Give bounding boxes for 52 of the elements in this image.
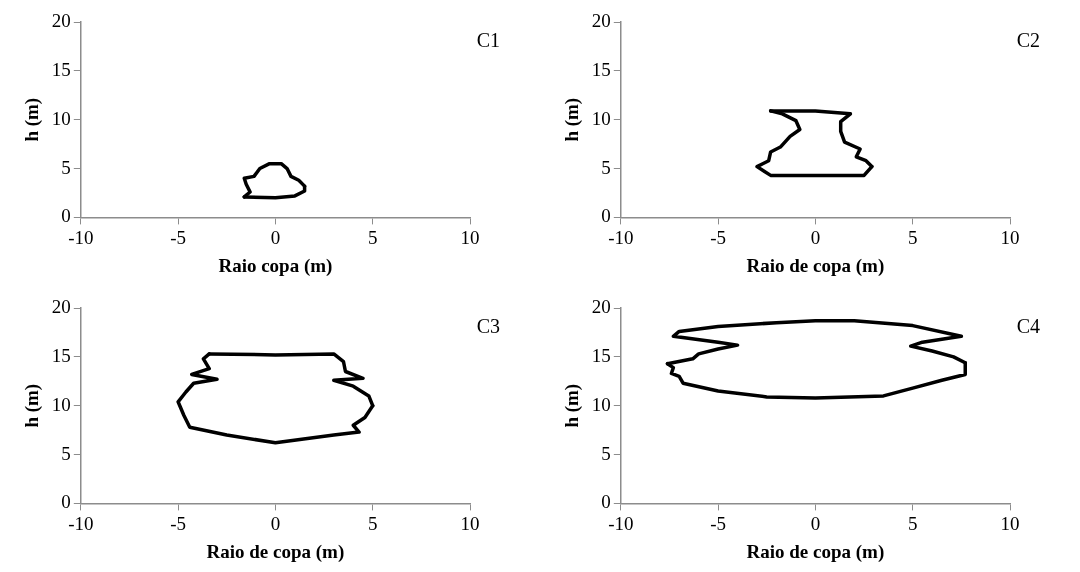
x-tick-label: -5 <box>170 226 187 248</box>
y-tick-label: 15 <box>591 58 611 80</box>
x-tick-label: 0 <box>270 226 281 248</box>
x-tick-label: 10 <box>460 226 480 248</box>
x-tick-label: 10 <box>1000 226 1020 248</box>
x-tick-label: -5 <box>710 226 727 248</box>
x-tick-label: 5 <box>907 226 918 248</box>
y-axis-title: h (m) <box>21 383 44 428</box>
y-tick-label: 5 <box>601 156 611 178</box>
x-axis-title: Raio copa (m) <box>218 254 333 277</box>
y-tick-label: 10 <box>591 107 611 129</box>
y-tick-label: 15 <box>51 58 71 80</box>
y-tick-label: 20 <box>51 295 71 317</box>
x-tick-label: 5 <box>907 512 918 534</box>
y-tick-label: 15 <box>591 344 611 366</box>
x-tick-label: 10 <box>1000 512 1020 534</box>
y-tick-label: 0 <box>601 205 611 227</box>
text: C4 <box>1016 315 1040 338</box>
x-tick-label: -10 <box>68 512 94 534</box>
y-tick-label: 0 <box>61 491 71 513</box>
x-tick-label: -5 <box>710 512 727 534</box>
y-tick-label: 10 <box>51 107 71 129</box>
x-axis-title: Raio de copa (m) <box>746 254 885 277</box>
x-tick-label: -10 <box>608 512 634 534</box>
x-tick-label: 5 <box>367 512 378 534</box>
text: C2 <box>1016 29 1040 52</box>
x-tick-label: 0 <box>810 512 821 534</box>
x-tick-label: 10 <box>460 512 480 534</box>
x-tick-label: 5 <box>367 226 378 248</box>
y-axis-title: h (m) <box>561 97 584 142</box>
text: C3 <box>476 315 500 338</box>
y-tick-label: 15 <box>51 344 71 366</box>
x-tick-label: -10 <box>608 226 634 248</box>
y-tick-label: 20 <box>591 9 611 31</box>
y-tick-label: 0 <box>601 491 611 513</box>
y-tick-label: 0 <box>61 205 71 227</box>
y-axis-title: h (m) <box>561 383 584 428</box>
y-tick-label: 10 <box>591 393 611 415</box>
x-tick-label: 0 <box>270 512 281 534</box>
y-tick-label: 5 <box>601 442 611 464</box>
y-axis-title: h (m) <box>21 97 44 142</box>
y-tick-label: 5 <box>61 442 71 464</box>
x-tick-label: 0 <box>810 226 821 248</box>
x-axis-title: Raio de copa (m) <box>206 540 345 563</box>
y-tick-label: 20 <box>591 295 611 317</box>
x-tick-label: -10 <box>68 226 94 248</box>
y-tick-label: 20 <box>51 9 71 31</box>
text: C1 <box>476 29 500 52</box>
y-tick-label: 5 <box>61 156 71 178</box>
x-axis-title: Raio de copa (m) <box>746 540 885 563</box>
x-tick-label: -5 <box>170 512 187 534</box>
y-tick-label: 10 <box>51 393 71 415</box>
